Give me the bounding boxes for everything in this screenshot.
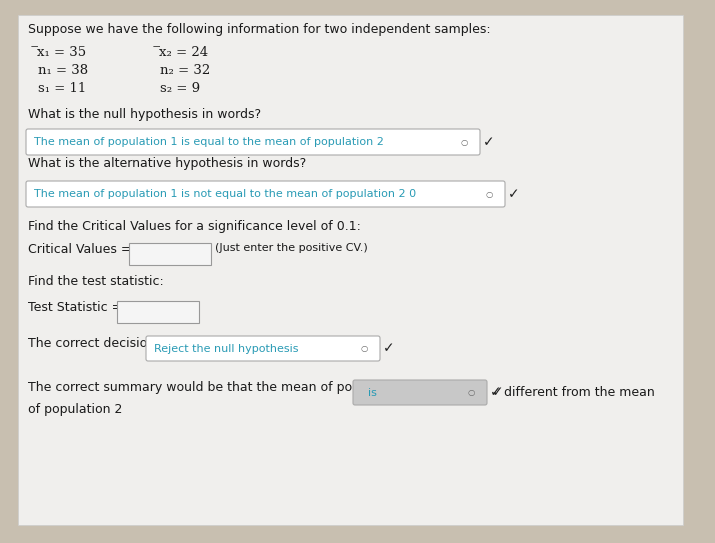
Text: ○: ○ bbox=[485, 190, 493, 199]
FancyBboxPatch shape bbox=[18, 15, 683, 525]
Text: ✓: ✓ bbox=[492, 386, 503, 400]
FancyBboxPatch shape bbox=[129, 243, 211, 265]
Text: ○: ○ bbox=[460, 137, 468, 147]
Text: Reject the null hypothesis: Reject the null hypothesis bbox=[154, 344, 298, 353]
Text: s₂ = 9: s₂ = 9 bbox=[160, 82, 200, 95]
Text: (Just enter the positive CV.): (Just enter the positive CV.) bbox=[215, 243, 368, 253]
Text: n₂ = 32: n₂ = 32 bbox=[160, 64, 210, 77]
Text: ✓: ✓ bbox=[383, 342, 395, 356]
Text: s₁ = 11: s₁ = 11 bbox=[38, 82, 87, 95]
FancyBboxPatch shape bbox=[117, 301, 199, 323]
Text: The correct decision is to: The correct decision is to bbox=[28, 337, 189, 350]
FancyBboxPatch shape bbox=[353, 380, 487, 405]
Text: Test Statistic =: Test Statistic = bbox=[28, 301, 122, 314]
Text: The mean of population 1 is not equal to the mean of population 2 0: The mean of population 1 is not equal to… bbox=[34, 189, 416, 199]
Text: Critical Values =±: Critical Values =± bbox=[28, 243, 142, 256]
Text: is: is bbox=[361, 388, 377, 397]
FancyBboxPatch shape bbox=[26, 129, 480, 155]
FancyBboxPatch shape bbox=[26, 181, 505, 207]
Text: Find the test statistic:: Find the test statistic: bbox=[28, 275, 164, 288]
Text: ̅x₁ = 35: ̅x₁ = 35 bbox=[38, 46, 87, 59]
FancyBboxPatch shape bbox=[146, 336, 380, 361]
Text: ✓: ✓ bbox=[508, 187, 520, 201]
Text: Suppose we have the following information for two independent samples:: Suppose we have the following informatio… bbox=[28, 23, 490, 36]
Text: What is the alternative hypothesis in words?: What is the alternative hypothesis in wo… bbox=[28, 157, 306, 170]
Text: ○: ○ bbox=[360, 344, 368, 353]
Text: ✓: ✓ bbox=[483, 135, 495, 149]
Text: The mean of population 1 is equal to the mean of population 2: The mean of population 1 is equal to the… bbox=[34, 137, 384, 147]
Text: n₁ = 38: n₁ = 38 bbox=[38, 64, 88, 77]
Text: Find the Critical Values for a significance level of 0.1:: Find the Critical Values for a significa… bbox=[28, 220, 361, 233]
Text: ̅x₂ = 24: ̅x₂ = 24 bbox=[160, 46, 209, 59]
Text: different from the mean: different from the mean bbox=[504, 386, 655, 399]
Text: What is the null hypothesis in words?: What is the null hypothesis in words? bbox=[28, 108, 261, 121]
Text: of population 2: of population 2 bbox=[28, 403, 122, 416]
Text: ✓: ✓ bbox=[490, 386, 502, 400]
Text: The correct summary would be that the mean of population 1: The correct summary would be that the me… bbox=[28, 381, 419, 394]
Text: ○: ○ bbox=[468, 388, 475, 397]
